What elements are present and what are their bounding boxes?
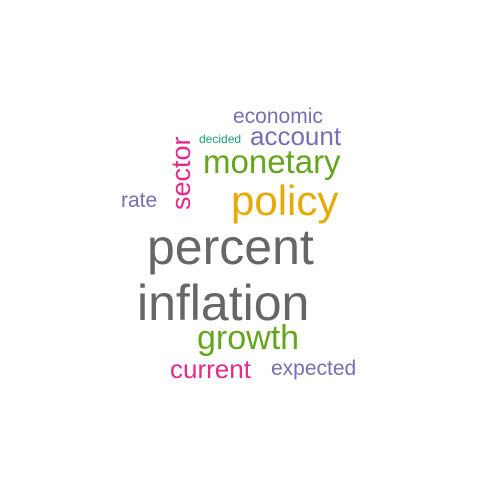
word-inflation: inflation [137,275,310,331]
word-expected: expected [271,357,357,380]
word-growth: growth [197,319,300,357]
word-policy: policy [231,177,339,224]
word-monetary: monetary [203,143,341,180]
word-decided: decided [199,132,242,146]
word-economic: economic [233,105,323,128]
word-current: current [170,354,251,384]
word-account: account [250,121,342,151]
word-rate: rate [121,189,158,212]
word-sector: sector [166,136,196,210]
word-percent: percent [147,219,314,275]
